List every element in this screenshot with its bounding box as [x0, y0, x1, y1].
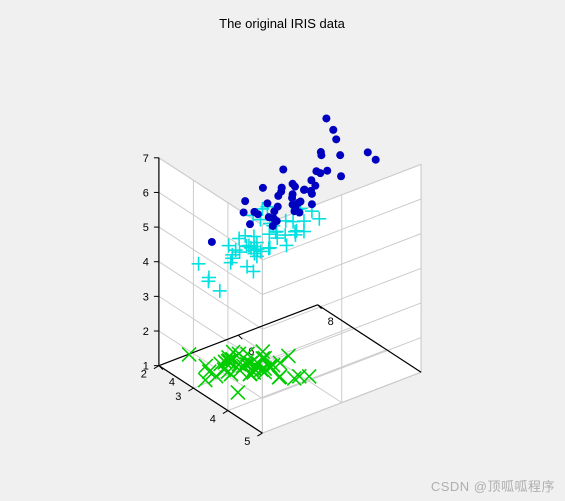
svg-text:4: 4 [143, 257, 149, 269]
svg-text:2: 2 [141, 369, 147, 381]
figure-container: 12345672345468The original IRIS data [0, 0, 565, 501]
svg-text:3: 3 [175, 391, 181, 403]
watermark: CSDN @顶呱呱程序 [431, 476, 555, 495]
svg-text:5: 5 [143, 222, 149, 234]
svg-text:4: 4 [169, 377, 175, 389]
svg-text:7: 7 [143, 153, 149, 165]
svg-text:2: 2 [143, 326, 149, 338]
chart-title: The original IRIS data [219, 16, 346, 31]
svg-text:8: 8 [328, 316, 334, 328]
svg-text:4: 4 [210, 414, 216, 426]
scatter3d-plot: 12345672345468The original IRIS data [0, 0, 565, 501]
svg-text:6: 6 [143, 187, 149, 199]
svg-text:5: 5 [244, 436, 250, 448]
svg-text:3: 3 [143, 291, 149, 303]
